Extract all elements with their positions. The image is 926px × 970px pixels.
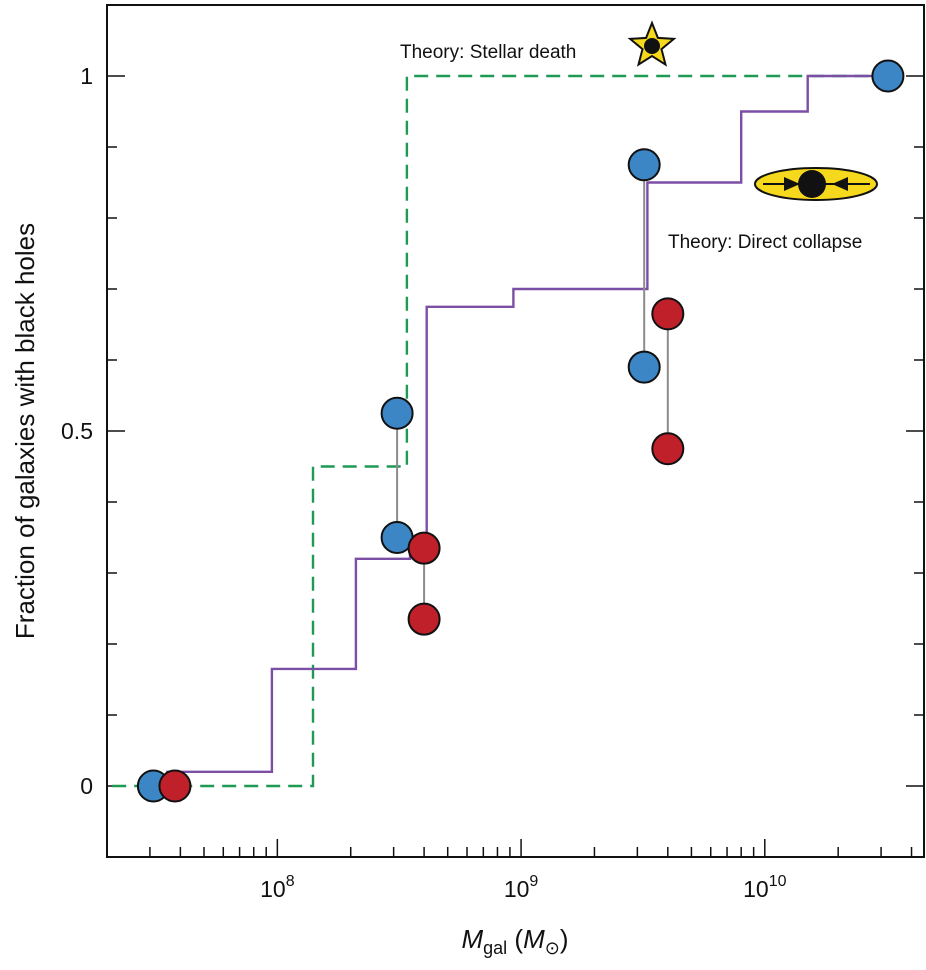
y-tick-label: 1	[80, 63, 93, 89]
plot-frame	[106, 4, 925, 858]
y-tick-label: 0	[80, 773, 93, 799]
axis-ticks	[106, 75, 924, 857]
x-tick-label: 109	[504, 873, 539, 902]
direct-collapse-annotation: Theory: Direct collapse	[668, 232, 862, 253]
red-data-point	[407, 602, 441, 636]
y-tick-label: 0.5	[61, 418, 93, 444]
direct-collapse-step-line	[166, 74, 888, 773]
stellar-death-annotation: Theory: Stellar death	[400, 42, 576, 63]
data-points	[136, 59, 905, 803]
blue-data-point	[627, 350, 661, 384]
x-tick-label: 108	[260, 873, 295, 902]
red-data-point	[158, 769, 192, 803]
red-data-point	[651, 297, 685, 331]
blue-data-point	[380, 396, 414, 430]
blue-data-point	[871, 59, 905, 93]
star-icon	[627, 20, 677, 67]
x-axis-title: Mgal (M⊙)	[461, 924, 568, 958]
blue-data-point	[627, 148, 661, 182]
accretion-disk-icon	[754, 167, 878, 201]
y-axis-title: Fraction of galaxies with black holes	[10, 223, 40, 639]
stellar-death-step-line	[112, 74, 888, 788]
red-data-point	[407, 531, 441, 565]
stellar-death-model-line	[112, 74, 888, 788]
direct-collapse-model-line	[166, 74, 888, 773]
red-data-point	[651, 432, 685, 466]
x-tick-label: 1010	[743, 873, 786, 902]
axis-tick-labels: 0 0.5 1 108 109 1010	[61, 63, 787, 902]
